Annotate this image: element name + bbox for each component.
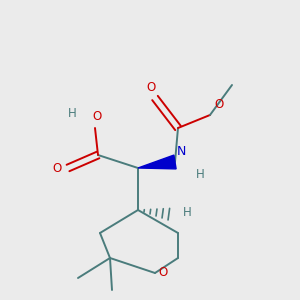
Text: H: H [196,169,205,182]
Text: O: O [92,110,102,123]
Text: O: O [146,81,156,94]
Text: O: O [53,161,62,175]
Text: O: O [214,98,223,111]
Polygon shape [138,155,176,169]
Text: O: O [158,266,168,280]
Text: N: N [177,145,186,158]
Text: H: H [183,206,192,220]
Text: H: H [68,107,76,120]
